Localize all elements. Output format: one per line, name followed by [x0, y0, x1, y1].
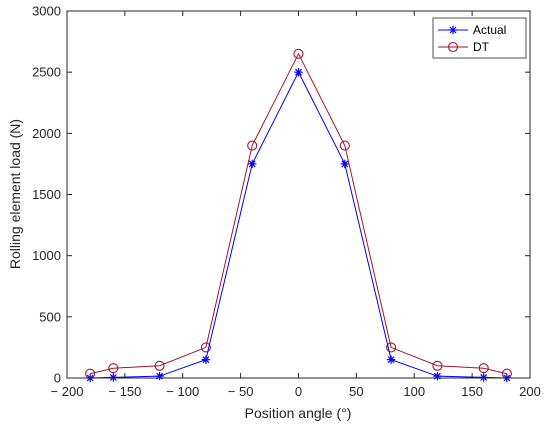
x-tick-label: 200	[519, 384, 541, 399]
data-point-dt	[339, 140, 350, 151]
legend-item-actual: Actual	[438, 23, 506, 37]
y-tick-label: 500	[39, 309, 61, 324]
x-tick-label: − 200	[51, 384, 84, 399]
data-point-actual	[340, 159, 349, 169]
series-dt	[85, 48, 512, 379]
data-point-actual	[248, 159, 257, 169]
data-point-dt	[293, 48, 304, 59]
data-point-actual	[479, 373, 488, 382]
legend: Actual DT	[432, 17, 527, 59]
legend-box	[432, 17, 527, 59]
x-tick-label: 50	[349, 384, 363, 399]
x-tick-label: 100	[403, 384, 425, 399]
x-tick-label: − 50	[228, 384, 254, 399]
x-axis-label: Position angle (°)	[245, 405, 352, 421]
x-tick-label: 150	[461, 384, 483, 399]
y-axis-label: Rolling element load (N)	[7, 119, 23, 269]
x-tick-label: 0	[295, 384, 302, 399]
x-tick-label: − 150	[108, 384, 141, 399]
data-point-actual	[294, 67, 303, 77]
legend-marker	[447, 41, 459, 53]
y-tick-label: 2500	[32, 65, 61, 80]
data-point-dt	[247, 140, 258, 151]
plot-area	[67, 11, 530, 378]
data-point-dt	[108, 363, 119, 374]
legend-label: DT	[473, 40, 490, 54]
legend-marker	[448, 25, 458, 35]
data-point-dt	[432, 360, 443, 371]
data-point-actual	[433, 371, 442, 381]
y-tick-label: 1000	[32, 248, 61, 263]
y-tick-label: 0	[54, 371, 61, 386]
data-point-actual	[109, 373, 118, 382]
data-point-dt	[200, 342, 211, 353]
y-tick-label: 3000	[32, 4, 61, 19]
data-point-actual	[201, 355, 211, 364]
data-point-dt	[386, 342, 397, 353]
legend-item-dt: DT	[438, 40, 490, 54]
data-point-dt	[154, 360, 165, 371]
x-tick-label: − 100	[166, 384, 199, 399]
data-point-actual	[386, 355, 396, 364]
y-tick-label: 2000	[32, 126, 61, 141]
axes-layer: − 200− 150− 100− 50 0 50 100 150 200050010001…	[32, 4, 541, 400]
data-point-actual	[155, 371, 164, 381]
y-tick-label: 1500	[32, 187, 61, 202]
series-line-dt	[90, 52, 507, 375]
data-point-dt	[478, 363, 489, 374]
legend-label: Actual	[473, 23, 506, 37]
